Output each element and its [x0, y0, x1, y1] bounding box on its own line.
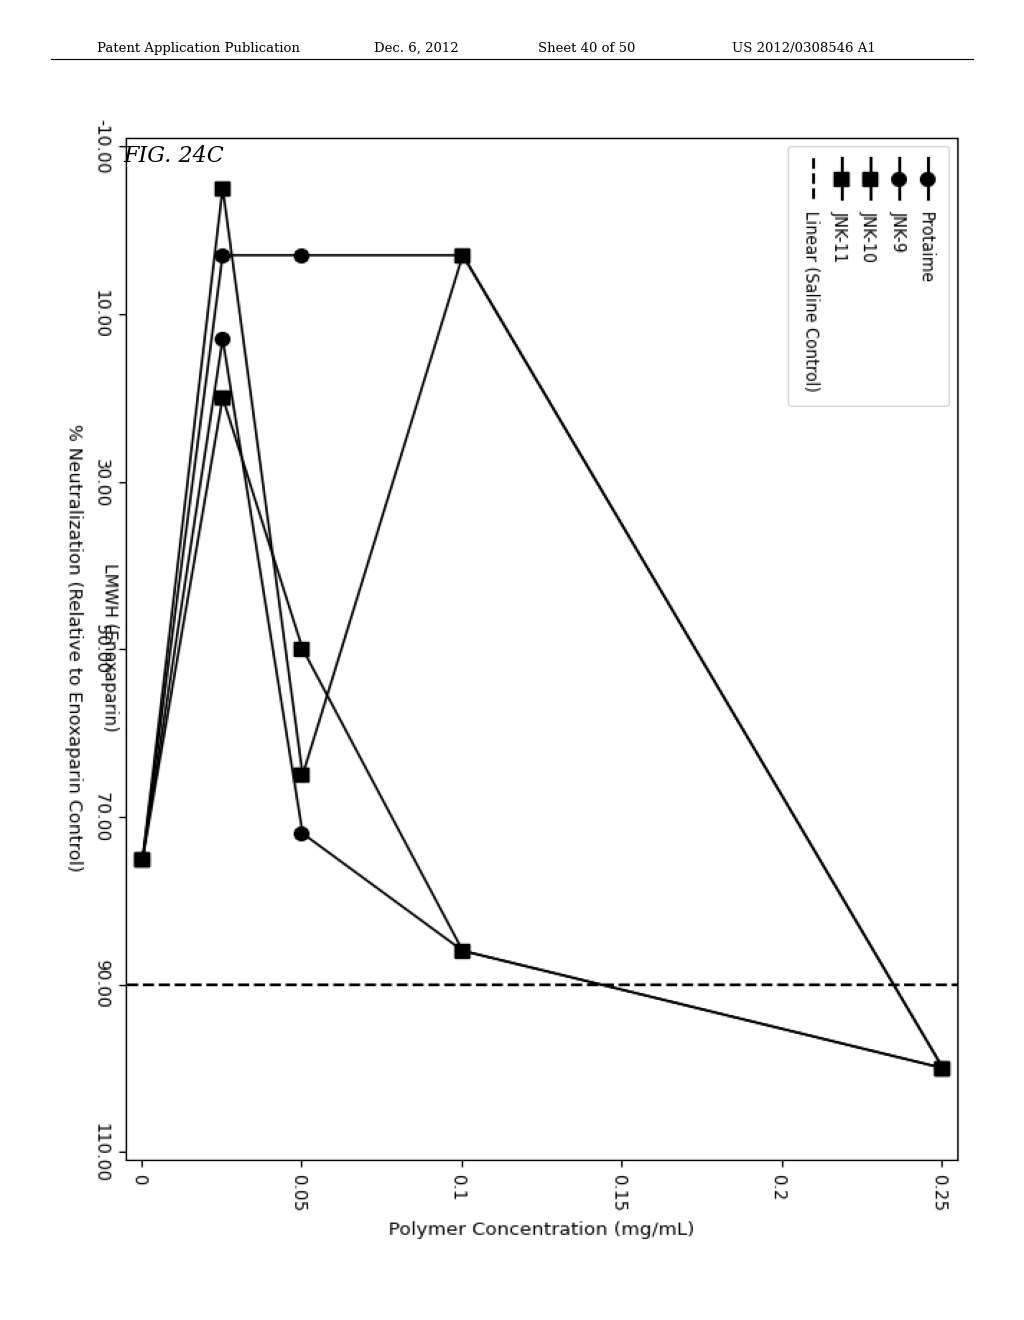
Text: FIG. 24C: FIG. 24C [123, 145, 223, 168]
Text: US 2012/0308546 A1: US 2012/0308546 A1 [732, 42, 876, 55]
Text: Dec. 6, 2012: Dec. 6, 2012 [374, 42, 459, 55]
Text: Patent Application Publication: Patent Application Publication [97, 42, 300, 55]
Text: Sheet 40 of 50: Sheet 40 of 50 [538, 42, 635, 55]
